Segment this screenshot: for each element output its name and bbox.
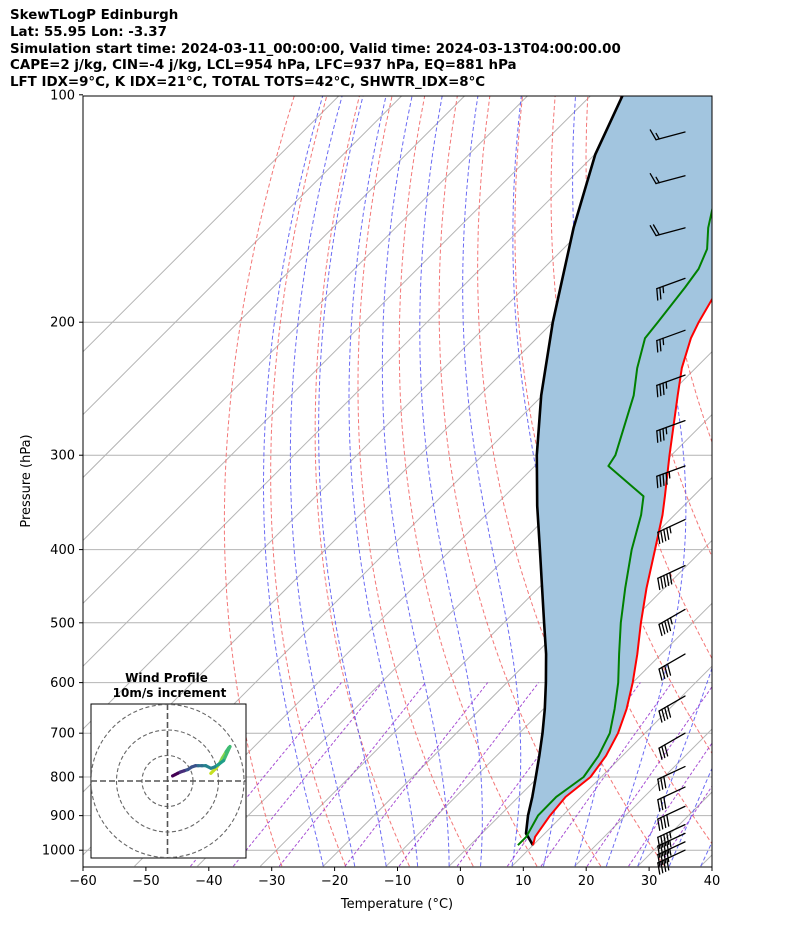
- moist-adiabat: [668, 767, 712, 867]
- isotherm-gridline: [700, 854, 712, 867]
- wind-barb: [658, 695, 686, 723]
- wind-barb: [656, 420, 686, 443]
- y-tick-label: 700: [50, 727, 75, 742]
- isotherm-gridline: [322, 476, 712, 867]
- wind-barb: [658, 732, 686, 760]
- isotherm-gridline: [83, 96, 529, 542]
- dry-adiabat: [314, 96, 410, 867]
- x-tick-label: −40: [195, 874, 222, 889]
- dry-adiabat: [270, 96, 347, 867]
- y-tick-label: 400: [50, 543, 75, 558]
- moist-adiabat: [381, 96, 450, 867]
- moist-adiabat: [419, 96, 483, 867]
- x-tick-label: 10: [515, 874, 532, 889]
- moist-adiabat: [348, 96, 419, 867]
- isotherm-gridline: [83, 96, 592, 605]
- isotherm-gridline: [83, 96, 340, 353]
- wind-barb: [657, 805, 686, 831]
- wind-barb: [657, 823, 686, 850]
- dry-adiabat: [223, 96, 295, 867]
- chart-header: SkewTLogP Edinburgh Lat: 55.95 Lon: -3.3…: [10, 8, 621, 92]
- indices-line: LFT IDX=9°C, K IDX=21°C, TOTAL TOTS=42°C…: [10, 75, 486, 91]
- moist-adiabat: [462, 96, 522, 867]
- x-tick-label: 0: [456, 874, 464, 889]
- hodograph-title: Wind Profile: [125, 671, 208, 685]
- dry-adiabat: [357, 96, 474, 867]
- x-tick-label: 20: [578, 874, 595, 889]
- moist-adiabat: [289, 96, 356, 867]
- x-tick-label: −60: [69, 874, 96, 889]
- mixing-ratio-line: [398, 682, 539, 867]
- x-tick-label: −50: [132, 874, 159, 889]
- wind-barb: [657, 786, 686, 812]
- dry-adiabat: [398, 96, 538, 867]
- isotherm-gridline: [83, 96, 403, 416]
- dewpoint-line: [517, 205, 712, 846]
- mixing-ratio-line: [233, 682, 383, 867]
- moist-adiabat: [512, 96, 567, 867]
- wind-barb: [649, 224, 686, 237]
- wind-barb: [656, 329, 686, 353]
- moist-adiabat: [318, 96, 387, 867]
- x-tick-label: −30: [258, 874, 285, 889]
- x-tick-label: 30: [641, 874, 658, 889]
- parcel-path-line: [524, 96, 624, 846]
- x-tick-label: 40: [704, 874, 721, 889]
- dry-adiabat: [718, 95, 794, 866]
- dry-adiabat: [751, 95, 794, 866]
- hodograph-trace: [171, 773, 177, 778]
- y-axis-title: Pressure (hPa): [19, 434, 34, 527]
- mixing-ratio-line: [628, 742, 712, 867]
- wind-barb: [656, 374, 686, 398]
- mixing-ratio-line: [344, 682, 489, 867]
- y-tick-label: 500: [50, 616, 75, 631]
- hodograph-trace: [222, 744, 232, 763]
- moist-adiabat: [700, 841, 712, 867]
- wind-barb: [658, 653, 686, 681]
- isotherm-gridline: [574, 728, 712, 867]
- y-tick-label: 600: [50, 676, 75, 691]
- temperature-line: [532, 297, 712, 846]
- isotherm-gridline: [134, 288, 712, 867]
- wind-barb: [657, 518, 686, 545]
- wind-barb: [656, 277, 686, 301]
- location-line: Lat: 55.95 Lon: -3.37: [10, 24, 167, 40]
- wind-barb: [656, 465, 686, 489]
- wind-barb: [649, 173, 686, 185]
- hodograph-plot: [91, 704, 246, 858]
- moist-adiabat: [263, 96, 324, 867]
- y-tick-label: 300: [50, 449, 75, 464]
- dry-adiabat: [783, 95, 794, 866]
- y-tick-label: 800: [50, 770, 75, 785]
- x-tick-label: −10: [384, 874, 411, 889]
- moist-adiabat: [605, 96, 687, 867]
- mixing-ratio-line: [586, 685, 712, 867]
- chart-title: SkewTLogP Edinburgh: [10, 8, 179, 23]
- time-line: Simulation start time: 2024-03-11_00:00:…: [10, 41, 621, 57]
- cape-line: CAPE=2 j/kg, CIN=-4 j/kg, LCL=954 hPa, L…: [10, 58, 517, 74]
- dry-adiabat: [438, 96, 602, 867]
- isotherm-gridline: [83, 96, 654, 667]
- x-tick-label: −20: [321, 874, 348, 889]
- y-tick-label: 100: [50, 88, 75, 103]
- mixing-ratio-line: [278, 682, 426, 867]
- cape-area: [526, 96, 712, 846]
- wind-barb: [649, 129, 686, 141]
- y-tick-label: 200: [50, 316, 75, 331]
- hodograph-subtitle: 10m/s increment: [113, 686, 227, 700]
- isotherm-gridline: [385, 539, 712, 867]
- isotherm-gridline: [511, 665, 712, 867]
- y-tick-label: 1000: [42, 844, 75, 859]
- mixing-ratio-line: [540, 682, 673, 867]
- wind-barb: [658, 608, 686, 637]
- y-tick-label: 900: [50, 809, 75, 824]
- x-axis-title: Temperature (°C): [340, 897, 453, 912]
- wind-barb: [657, 564, 686, 591]
- wind-barb: [657, 765, 686, 792]
